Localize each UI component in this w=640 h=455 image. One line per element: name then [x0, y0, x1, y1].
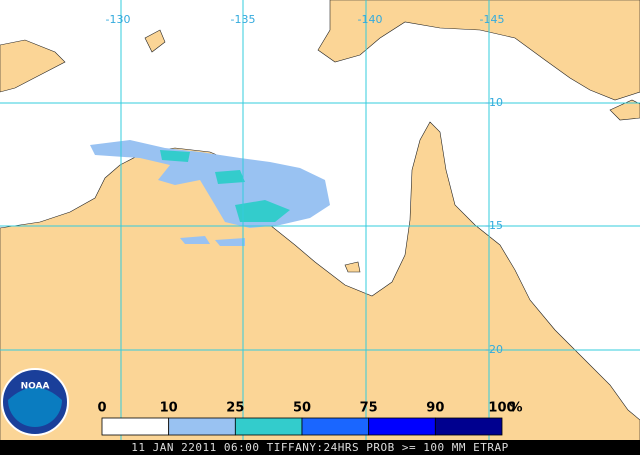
legend-label: 75: [360, 401, 378, 416]
legend-label: 100: [488, 401, 515, 416]
lon-label: -130: [106, 13, 131, 26]
graticule-labels: -130 -135 -140 -145 -10 -15 -20: [106, 13, 505, 356]
rain-probability: [90, 140, 330, 246]
legend-swatch: [234, 417, 303, 436]
caption: 11 JAN 22011 06:00 TIFFANY:24HRS PROB >=…: [131, 441, 509, 454]
legend-swatch: [168, 417, 236, 436]
lon-label: -140: [358, 13, 383, 26]
legend-label: 10: [160, 401, 178, 416]
lat-label: -15: [485, 219, 503, 232]
legend-label: 50: [293, 401, 311, 416]
caption-bar: [0, 440, 640, 455]
legend: 0 10 25 50 75 90 100%: [97, 401, 523, 436]
legend-unit: %: [509, 401, 522, 416]
legend-swatch: [368, 417, 436, 436]
logo-wave: [8, 387, 62, 427]
logo-text: NOAA: [21, 382, 50, 392]
legend-label: 25: [226, 401, 244, 416]
lat-label: -10: [485, 96, 503, 109]
legend-label: 0: [97, 401, 106, 416]
lon-label: -145: [480, 13, 505, 26]
legend-swatch: [434, 417, 503, 436]
lon-label: -135: [231, 13, 256, 26]
legend-swatch: [101, 417, 170, 436]
legend-swatch: [301, 417, 370, 436]
legend-label: 90: [426, 401, 444, 416]
graticule: [0, 0, 640, 440]
lat-label: -20: [485, 343, 503, 356]
noaa-logo: NOAA: [1, 368, 69, 436]
